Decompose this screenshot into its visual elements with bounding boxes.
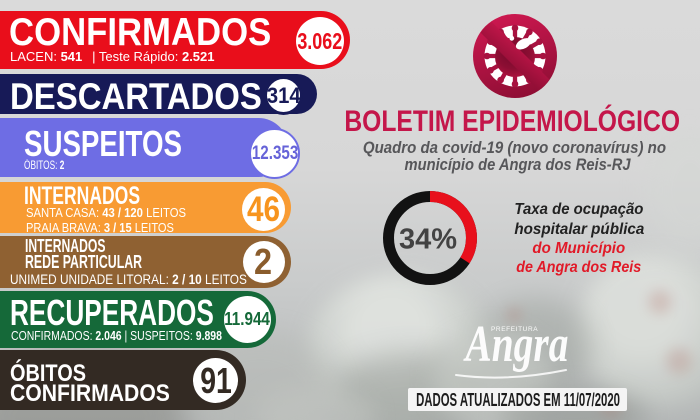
svg-text:34%: 34% — [399, 224, 457, 256]
